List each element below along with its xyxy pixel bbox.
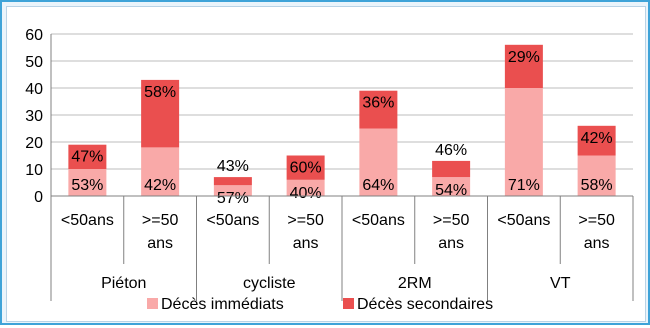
data-label-secondary: 42% <box>581 130 613 147</box>
legend-swatch-immediate <box>147 298 158 309</box>
bar-secondary <box>432 160 471 178</box>
data-label-immediate: 64% <box>362 177 394 194</box>
category-label: <50ans <box>352 212 405 229</box>
data-label-secondary: 58% <box>144 84 176 101</box>
legend-label-secondary: Décès secondaires <box>357 296 493 313</box>
y-tick-label: 30 <box>25 108 43 125</box>
y-tick-label: 10 <box>25 162 43 179</box>
bar-secondary <box>359 90 398 129</box>
data-label-immediate: 53% <box>71 177 103 194</box>
stacked-bar-chart: 0 10 20 30 40 50 60 53% 47% 42% 58% 57% 43% 40% 60% 64%… <box>25 27 634 313</box>
category-label: <50ans <box>61 212 114 229</box>
data-label-secondary: 46% <box>435 142 467 159</box>
category-label-line: >=50 <box>578 212 615 229</box>
data-label-secondary: 47% <box>71 149 103 166</box>
y-tick-label: 50 <box>25 54 43 71</box>
group-label: 2RM <box>398 275 432 292</box>
y-tick-label: 20 <box>25 135 43 152</box>
data-label-secondary: 60% <box>290 160 322 177</box>
data-label-immediate: 42% <box>144 177 176 194</box>
data-label-immediate: 58% <box>581 177 613 194</box>
bar-immediate <box>213 185 252 196</box>
y-tick-label: 60 <box>25 27 43 44</box>
bar-secondary <box>286 155 325 180</box>
data-label-secondary: 36% <box>362 95 394 112</box>
category-label-line: ans <box>438 235 464 252</box>
category-label: >=50 ans <box>142 212 179 252</box>
y-tick-label: 0 <box>34 189 43 206</box>
bar-immediate <box>577 155 616 196</box>
category-label-line: ans <box>584 235 610 252</box>
bar-immediate <box>68 169 107 196</box>
category-label-line: <50ans <box>61 212 114 229</box>
bar-secondary <box>141 79 180 148</box>
group-label: Piéton <box>101 275 146 292</box>
category-label: >=50 ans <box>433 212 470 252</box>
bar-secondary <box>504 44 543 88</box>
data-label-immediate: 57% <box>217 190 249 207</box>
bar-secondary <box>577 125 616 156</box>
bar-secondary <box>68 144 107 169</box>
data-label-secondary: 29% <box>508 49 540 66</box>
category-label-line: <50ans <box>352 212 405 229</box>
data-label-immediate: 54% <box>435 182 467 199</box>
bar-immediate <box>141 147 180 196</box>
category-label: >=50 ans <box>578 212 615 252</box>
category-label-line: >=50 <box>287 212 324 229</box>
bar-secondary <box>213 177 252 186</box>
bar-immediate <box>504 88 543 196</box>
category-label: <50ans <box>206 212 259 229</box>
legend-label-immediate: Décès immédiats <box>161 296 284 313</box>
group-label: VT <box>550 275 571 292</box>
legend-swatch-secondary <box>343 298 354 309</box>
data-label-secondary: 43% <box>217 158 249 175</box>
category-label: <50ans <box>497 212 550 229</box>
data-label-immediate: 40% <box>290 185 322 202</box>
chart-area: 0 10 20 30 40 50 60 53% 47% 42% 58% 57% 43% 40% 60% 64%… <box>6 6 646 322</box>
category-label-line: >=50 <box>433 212 470 229</box>
category-label-line: ans <box>293 235 319 252</box>
bar-immediate <box>359 128 398 196</box>
category-label-line: ans <box>147 235 173 252</box>
category-label-line: <50ans <box>497 212 550 229</box>
y-tick-label: 40 <box>25 81 43 98</box>
category-label-line: >=50 <box>142 212 179 229</box>
group-label: cycliste <box>243 275 296 292</box>
data-label-immediate: 71% <box>508 177 540 194</box>
bar-immediate <box>432 177 471 196</box>
bar-immediate <box>286 179 325 196</box>
category-label: >=50 ans <box>287 212 324 252</box>
category-label-line: <50ans <box>206 212 259 229</box>
